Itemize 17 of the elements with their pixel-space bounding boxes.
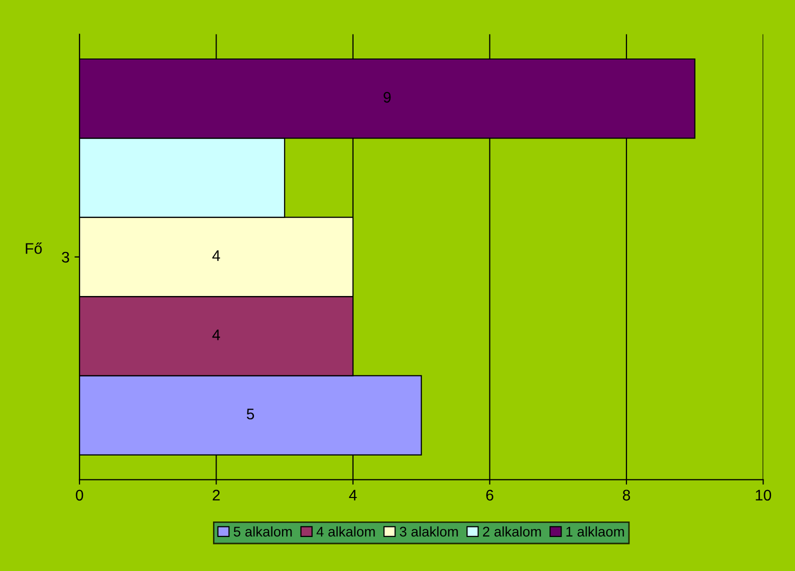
x-tick-label: 4: [349, 490, 357, 500]
legend-label: 3 alaklom: [400, 526, 458, 537]
data-label: 4: [212, 250, 220, 261]
legend-label: 4 alkalom: [316, 526, 375, 537]
x-tick-label: 10: [756, 490, 772, 501]
legend-label: 5 alkalom: [234, 526, 292, 537]
legend-label: 1 alklaom: [566, 526, 624, 537]
x-tick-label: 2: [212, 490, 220, 500]
data-label: 5: [246, 408, 254, 420]
legend-label: 2 alkalom: [483, 526, 541, 537]
y-tick-label: 3: [62, 252, 70, 263]
x-tick-label: 6: [486, 490, 494, 501]
data-label: 9: [384, 92, 391, 103]
data-label: 4: [212, 330, 220, 340]
x-tick-label: 8: [622, 490, 630, 501]
x-tick-label: 0: [76, 490, 84, 501]
y-axis-title: Fő: [26, 242, 42, 254]
